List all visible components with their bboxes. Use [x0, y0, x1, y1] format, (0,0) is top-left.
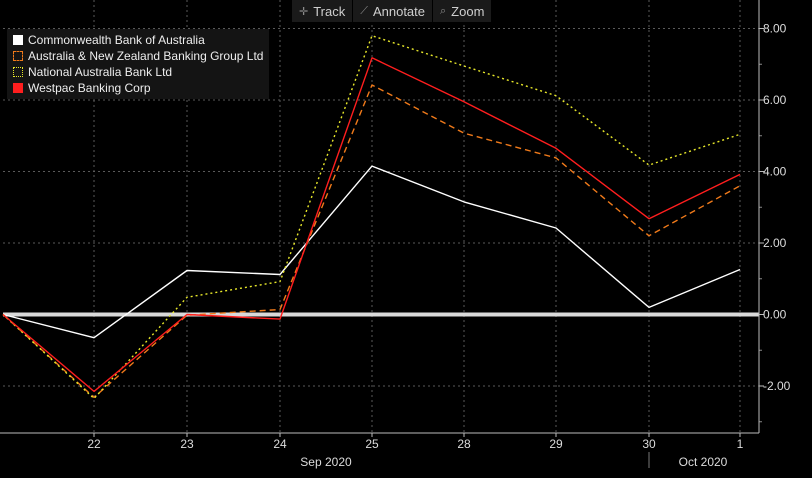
legend-label: Commonwealth Bank of Australia	[28, 33, 205, 47]
legend-label: Westpac Banking Corp	[28, 81, 151, 95]
annotate-button[interactable]: ⟋ Annotate	[353, 0, 433, 22]
legend-item[interactable]: National Australia Bank Ltd	[13, 64, 263, 80]
y-tick-label: 8.00	[763, 22, 787, 36]
legend-label: Australia & New Zealand Banking Group Lt…	[28, 49, 264, 63]
x-axis: 22 23 24 25 28 29 30 1 Sep 2020 Oct 2020	[0, 432, 759, 469]
y-tick-label: 2.00	[763, 236, 787, 250]
month-label: Sep 2020	[300, 455, 352, 469]
legend-swatch	[13, 83, 23, 93]
x-tick-label: 29	[549, 437, 563, 451]
magnifier-icon: ⌕	[440, 4, 447, 17]
legend-item[interactable]: Australia & New Zealand Banking Group Lt…	[13, 48, 263, 64]
legend-item[interactable]: Commonwealth Bank of Australia	[13, 32, 263, 48]
legend-swatch	[13, 51, 23, 61]
y-tick-label: 0.00	[763, 308, 787, 322]
series-line-2	[2, 84, 741, 399]
y-tick-label: 6.00	[763, 93, 787, 107]
x-tick-label: 30	[642, 437, 656, 451]
x-tick-label: 22	[87, 437, 101, 451]
x-tick-label: 1	[737, 437, 744, 451]
y-axis: -2.00 0.00 2.00 4.00 6.00 8.00	[758, 0, 791, 433]
x-tick-label: 23	[180, 437, 194, 451]
chart-legend: Commonwealth Bank of Australia Australia…	[7, 29, 270, 99]
zoom-button[interactable]: ⌕ Zoom	[433, 0, 493, 22]
annotate-label: Annotate	[372, 3, 425, 19]
x-tick-label: 24	[273, 437, 287, 451]
y-tick-label: -2.00	[763, 379, 791, 393]
legend-item[interactable]: Westpac Banking Corp	[13, 80, 263, 96]
pencil-icon: ⟋	[360, 4, 368, 17]
x-tick-label: 25	[365, 437, 379, 451]
x-tick-label: 28	[457, 437, 471, 451]
y-tick-label: 4.00	[763, 165, 787, 179]
track-button[interactable]: ✛ Track	[292, 0, 354, 22]
series-line-1	[2, 165, 741, 339]
month-label: Oct 2020	[679, 455, 728, 469]
zoom-label: Zoom	[451, 3, 485, 19]
legend-swatch	[13, 35, 23, 45]
grid-lines	[3, 0, 759, 433]
legend-label: National Australia Bank Ltd	[28, 65, 173, 79]
series-line-4	[2, 57, 741, 393]
track-label: Track	[313, 3, 346, 19]
series-lines	[2, 35, 741, 400]
legend-swatch	[13, 67, 23, 77]
chart-toolbar: ✛ Track ⟋ Annotate ⌕ Zoom	[292, 0, 493, 22]
crosshair-icon: ✛	[299, 5, 309, 18]
